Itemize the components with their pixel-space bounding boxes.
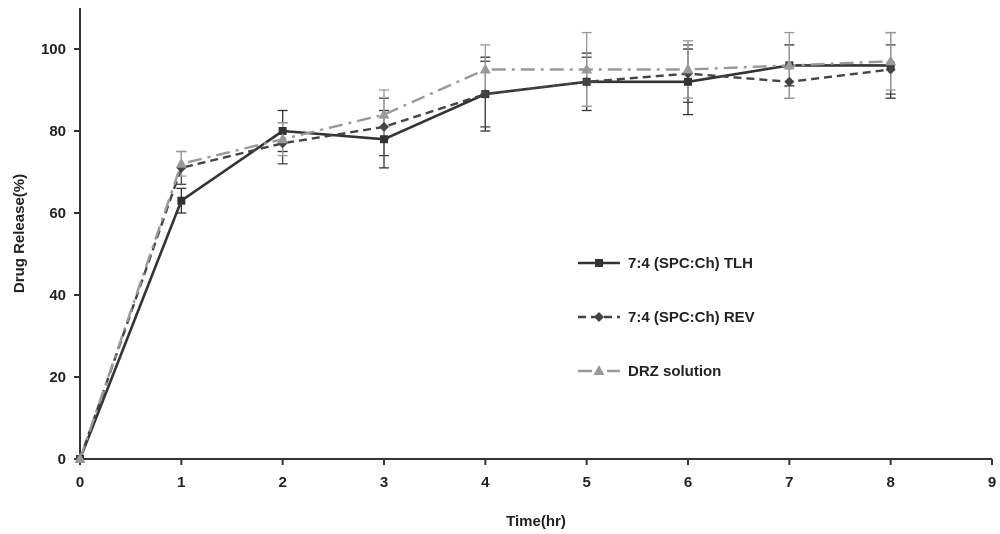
y-tick-label: 20 <box>49 369 66 386</box>
series-1-point <box>278 127 287 135</box>
series-3-point <box>378 108 390 119</box>
legend-marker <box>595 259 603 267</box>
series-2-point <box>379 121 389 132</box>
series-2-line <box>78 68 891 460</box>
x-tick-label: 0 <box>76 474 84 491</box>
legend: 7:4 (SPC:Ch) TLH 7:4 (SPC:Ch) REV DRZ solu… <box>578 255 755 380</box>
series-2-point <box>885 64 896 75</box>
error-bars <box>176 31 896 214</box>
legend-item: 7:4 (SPC:Ch) TLH <box>578 255 753 272</box>
y-tick-label: 40 <box>49 287 66 304</box>
legend-marker <box>594 312 604 322</box>
y-tick-label: 80 <box>49 123 66 140</box>
x-axis-title: Time(hr) <box>506 513 566 530</box>
series-3-point <box>479 63 491 74</box>
series-1-point <box>380 135 388 144</box>
series-3-point <box>885 55 897 66</box>
x-tick-label: 9 <box>988 474 996 491</box>
series-3-point <box>682 63 694 74</box>
x-tick-label: 2 <box>278 474 286 491</box>
series-3-point <box>74 453 86 463</box>
legend-item: DRZ solution <box>578 363 721 380</box>
legend-marker <box>593 365 605 375</box>
series-3-point <box>581 63 593 74</box>
series-3-point <box>277 133 289 144</box>
x-tick-label: 7 <box>785 474 793 491</box>
axes <box>79 8 992 460</box>
ticks: 0 1 2 3 4 5 6 7 8 9 0 20 40 60 80 100 <box>41 41 996 491</box>
series-3-point <box>175 157 187 168</box>
series-markers <box>74 55 897 464</box>
x-tick-label: 6 <box>684 474 692 491</box>
series-3-point <box>783 59 795 70</box>
series-2-point <box>784 76 795 87</box>
series-1-point <box>684 77 692 86</box>
series-1-point <box>177 196 186 205</box>
x-tick-label: 1 <box>177 474 185 491</box>
y-axis-title: Drug Release(%) <box>11 174 28 293</box>
series-2-point <box>581 76 592 87</box>
legend-label: 7:4 (SPC:Ch) REV <box>628 309 755 326</box>
y-tick-label: 100 <box>41 41 66 58</box>
x-tick-label: 8 <box>886 474 894 491</box>
x-tick-label: 4 <box>481 474 490 491</box>
x-tick-label: 3 <box>380 474 388 491</box>
x-tick-label: 5 <box>582 474 590 491</box>
series-2-point <box>480 89 491 100</box>
legend-label: 7:4 (SPC:Ch) TLH <box>628 255 753 272</box>
legend-item: 7:4 (SPC:Ch) REV <box>578 309 755 326</box>
legend-label: DRZ solution <box>628 363 721 380</box>
y-tick-label: 60 <box>49 205 66 222</box>
y-tick-label: 0 <box>58 451 66 468</box>
